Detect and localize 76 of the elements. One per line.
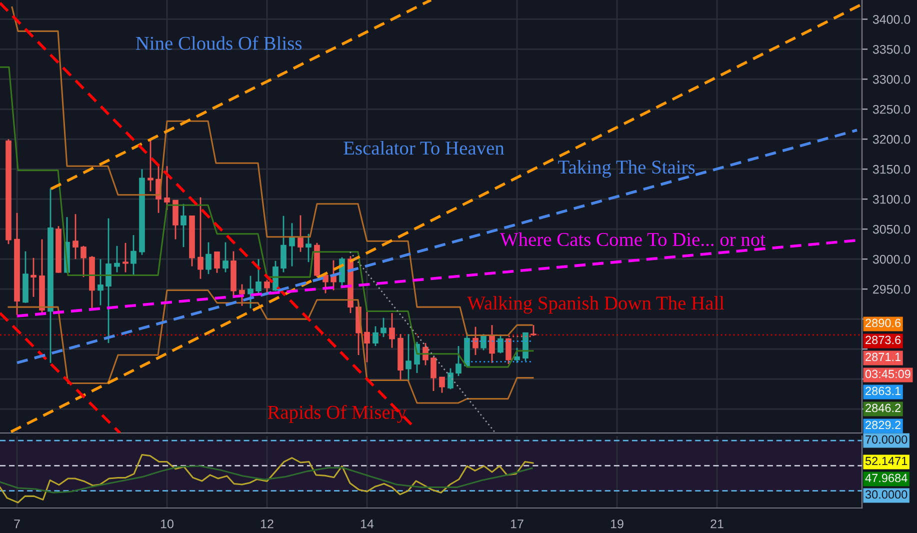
x-tick-label: 21 [710, 519, 724, 528]
x-tick-label: 12 [261, 519, 274, 528]
candlestick [98, 258, 104, 306]
candlestick [472, 326, 478, 356]
candlestick [422, 342, 428, 366]
candlestick [148, 140, 154, 192]
x-tick-label: 14 [361, 520, 374, 528]
candlestick [206, 242, 212, 275]
candlestick [380, 317, 386, 338]
candlestick [489, 324, 495, 364]
candlestick [448, 368, 454, 390]
y-tick-label: 3100.0 [872, 194, 910, 204]
candlestick [180, 203, 186, 248]
text: 2873.6 [866, 336, 901, 344]
text: 2890.6 [866, 318, 901, 328]
line-series [8, 290, 534, 404]
candlestick [164, 165, 170, 211]
candlestick [30, 257, 36, 298]
candlestick [389, 312, 395, 349]
annotation: Where Cats Come To Die... or not [500, 232, 766, 246]
candlestick [498, 335, 504, 354]
annotation: Escalator To Heaven [344, 141, 504, 155]
candlestick [364, 311, 370, 363]
candlestick [298, 214, 304, 253]
candlestick [114, 245, 120, 273]
candlestick [372, 326, 378, 347]
candlestick [430, 356, 436, 392]
x-tick-label: 17 [511, 520, 524, 528]
y-tick-label: 2950.0 [873, 284, 910, 294]
candlestick [256, 258, 262, 295]
candlestick [406, 333, 412, 382]
y-tick-label: 3350.0 [872, 44, 910, 54]
candlestick [480, 333, 486, 351]
annotation: Walking Spanish Down The Hall [467, 296, 724, 314]
candlestick [130, 234, 136, 277]
candlestick [72, 213, 78, 260]
candlestick [514, 347, 520, 364]
ref-line-label: 30.0000 [865, 490, 908, 499]
candlestick [239, 284, 245, 307]
y-tick-label: 3150.0 [872, 164, 910, 174]
candlestick [122, 242, 128, 273]
x-tick-label: 7 [14, 520, 20, 528]
candlestick [272, 260, 278, 292]
candlestick [530, 324, 536, 337]
candlestick [264, 279, 270, 294]
y-tick-label: 3400.0 [872, 14, 910, 24]
annotation: Taking The Stairs [558, 160, 695, 178]
text: 03:45:09 [865, 370, 910, 378]
annotation: Nine Clouds Of Bliss [136, 36, 302, 50]
annotation: Rapids Of Misery [268, 405, 406, 423]
x-tick-label: 10 [161, 519, 174, 528]
candlestick [456, 345, 462, 377]
ref-line-label: 70.0000 [866, 435, 908, 444]
candlestick [222, 242, 228, 273]
candlestick [439, 376, 445, 394]
candlestick [330, 260, 336, 291]
candlestick [80, 245, 86, 278]
candlestick [306, 233, 312, 263]
candlestick [280, 215, 286, 273]
y-tick-label: 3200.0 [872, 134, 910, 144]
candlestick [289, 222, 295, 267]
x-tick-label: 19 [611, 519, 624, 528]
candlestick [214, 251, 220, 274]
y-tick-label: 3000.0 [872, 254, 910, 264]
text: 2863.1 [866, 386, 901, 396]
y-tick-label: 3250.0 [872, 104, 910, 114]
candlestick [248, 275, 254, 309]
y-tick-label: 3050.0 [872, 224, 910, 234]
y-tick-label: 3300.0 [872, 74, 910, 84]
text: 52.1471 [865, 456, 908, 466]
text: 2846.2 [866, 404, 901, 412]
text: 47.9684 [865, 474, 908, 482]
candlestick [198, 196, 204, 280]
text: 2829.2 [866, 420, 901, 430]
text: 2871.1 [866, 352, 901, 362]
candlestick [106, 218, 112, 344]
